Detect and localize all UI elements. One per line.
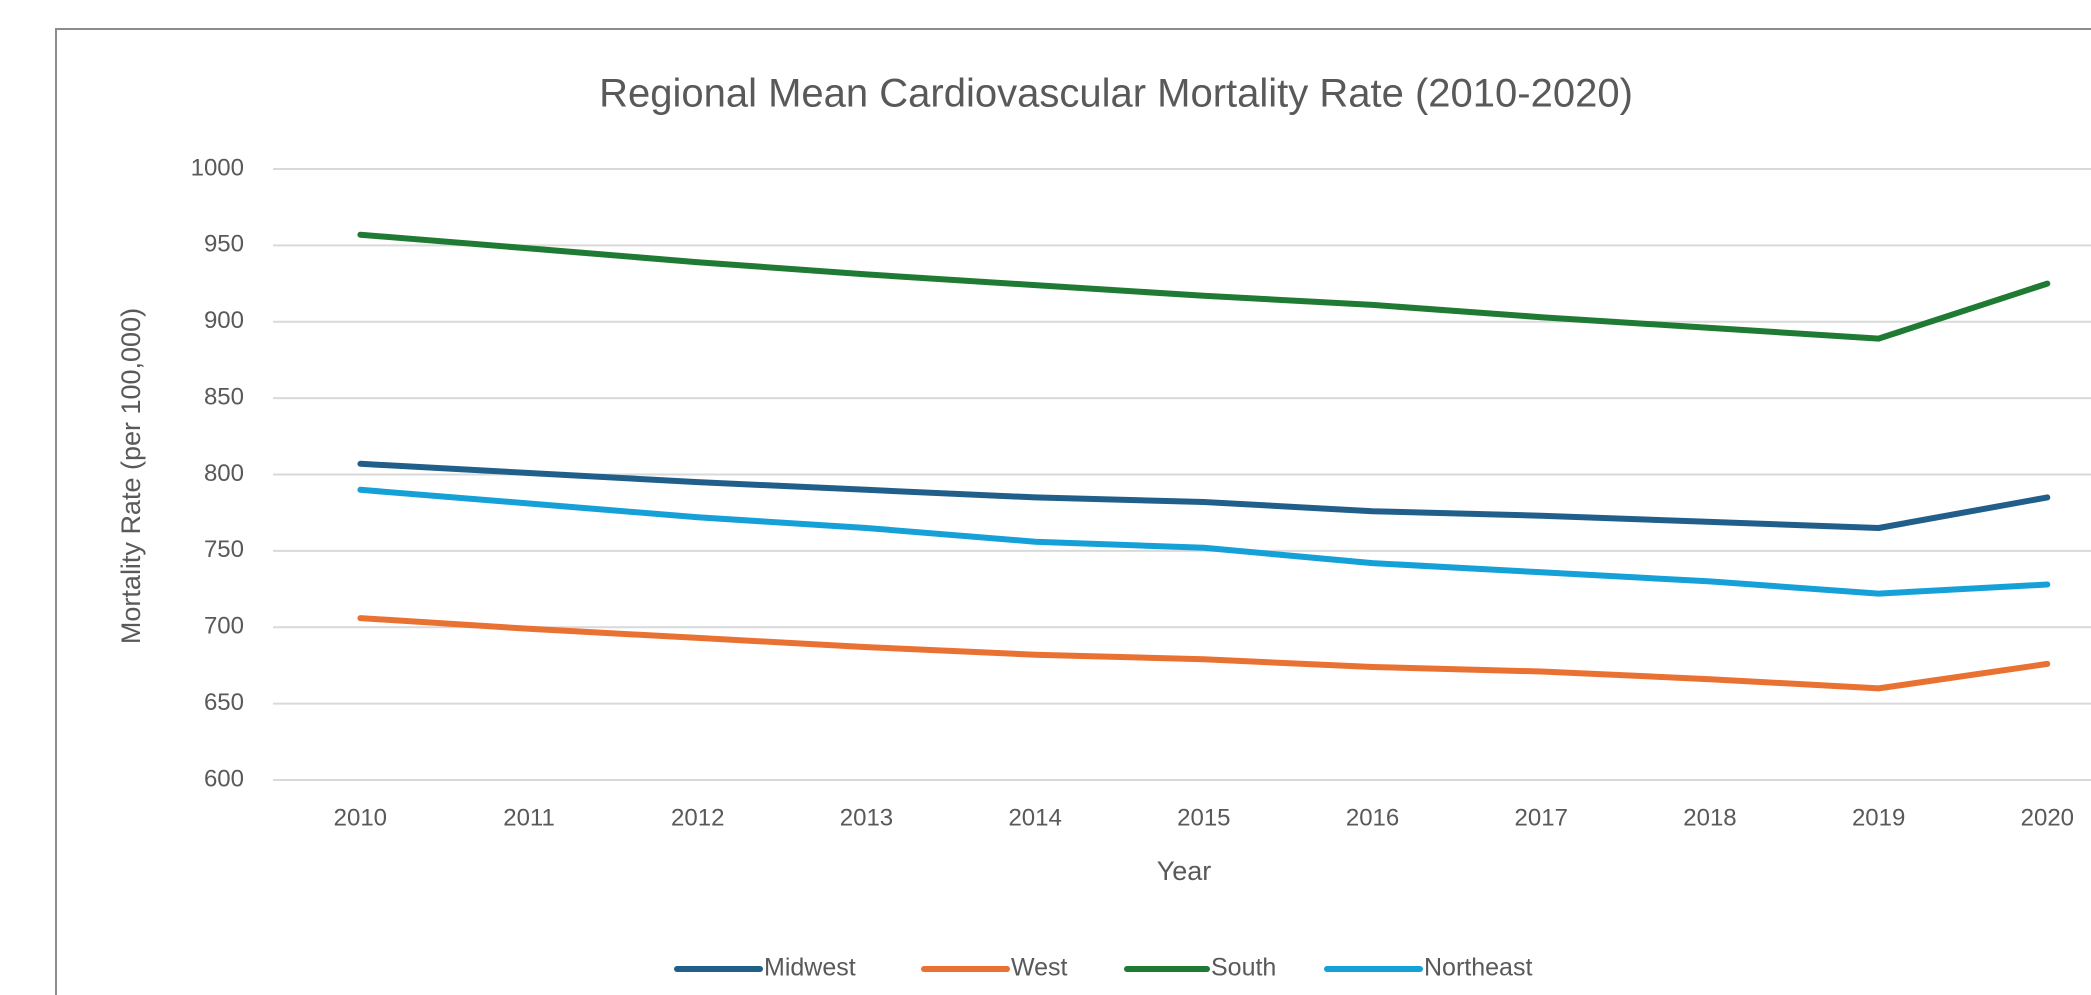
x-tick-label: 2012 — [671, 804, 724, 831]
y-tick-label: 950 — [204, 231, 244, 258]
chart-title: Regional Mean Cardiovascular Mortality R… — [599, 72, 1633, 116]
series-line — [357, 460, 2051, 531]
y-axis-title: Mortality Rate (per 100,000) — [116, 308, 146, 644]
x-tick-label: 2010 — [334, 804, 387, 831]
chart-border — [55, 28, 2091, 995]
legend-label: South — [1211, 954, 1276, 982]
y-tick-label: 750 — [204, 536, 244, 563]
series-line — [357, 486, 2051, 597]
x-tick-label: 2020 — [2021, 804, 2074, 831]
x-tick-label: 2014 — [1008, 804, 1061, 831]
x-tick-label: 2018 — [1683, 804, 1736, 831]
y-tick-label: 600 — [204, 765, 244, 792]
series-line — [357, 231, 2051, 342]
y-tick-label: 800 — [204, 460, 244, 487]
x-tick-label: 2011 — [503, 804, 555, 831]
series-line — [357, 615, 2051, 692]
y-tick-label: 700 — [204, 613, 244, 640]
x-tick-label: 2019 — [1852, 804, 1905, 831]
legend-label: West — [1011, 954, 1068, 982]
legend-label: Midwest — [764, 954, 856, 982]
y-tick-label: 900 — [204, 307, 244, 334]
x-tick-label: 2017 — [1515, 804, 1568, 831]
x-tick-label: 2015 — [1177, 804, 1230, 831]
x-axis-title: Year — [1157, 856, 1212, 886]
y-tick-label: 650 — [204, 689, 244, 716]
x-tick-label: 2016 — [1346, 804, 1399, 831]
y-tick-label: 850 — [204, 383, 244, 410]
legend-label: Northeast — [1424, 954, 1532, 982]
x-tick-label: 2013 — [840, 804, 893, 831]
y-tick-label: 1000 — [191, 154, 244, 181]
